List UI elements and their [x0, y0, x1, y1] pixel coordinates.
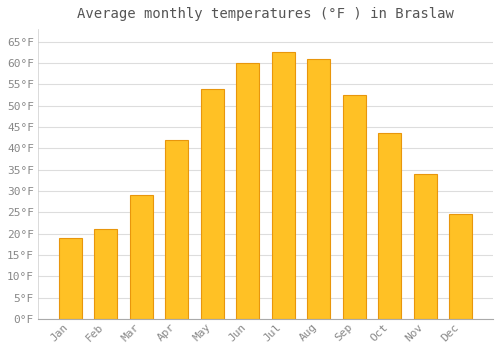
Bar	[201, 89, 224, 319]
Bar	[59, 238, 82, 319]
Bar	[450, 215, 472, 319]
Bar	[308, 59, 330, 319]
Bar	[272, 52, 295, 319]
Bar	[166, 140, 188, 319]
Bar	[94, 229, 118, 319]
Bar	[414, 174, 437, 319]
Title: Average monthly temperatures (°F ) in Braslaw: Average monthly temperatures (°F ) in Br…	[77, 7, 454, 21]
Bar	[343, 95, 366, 319]
Bar	[378, 133, 402, 319]
Bar	[236, 63, 260, 319]
Bar	[130, 195, 153, 319]
